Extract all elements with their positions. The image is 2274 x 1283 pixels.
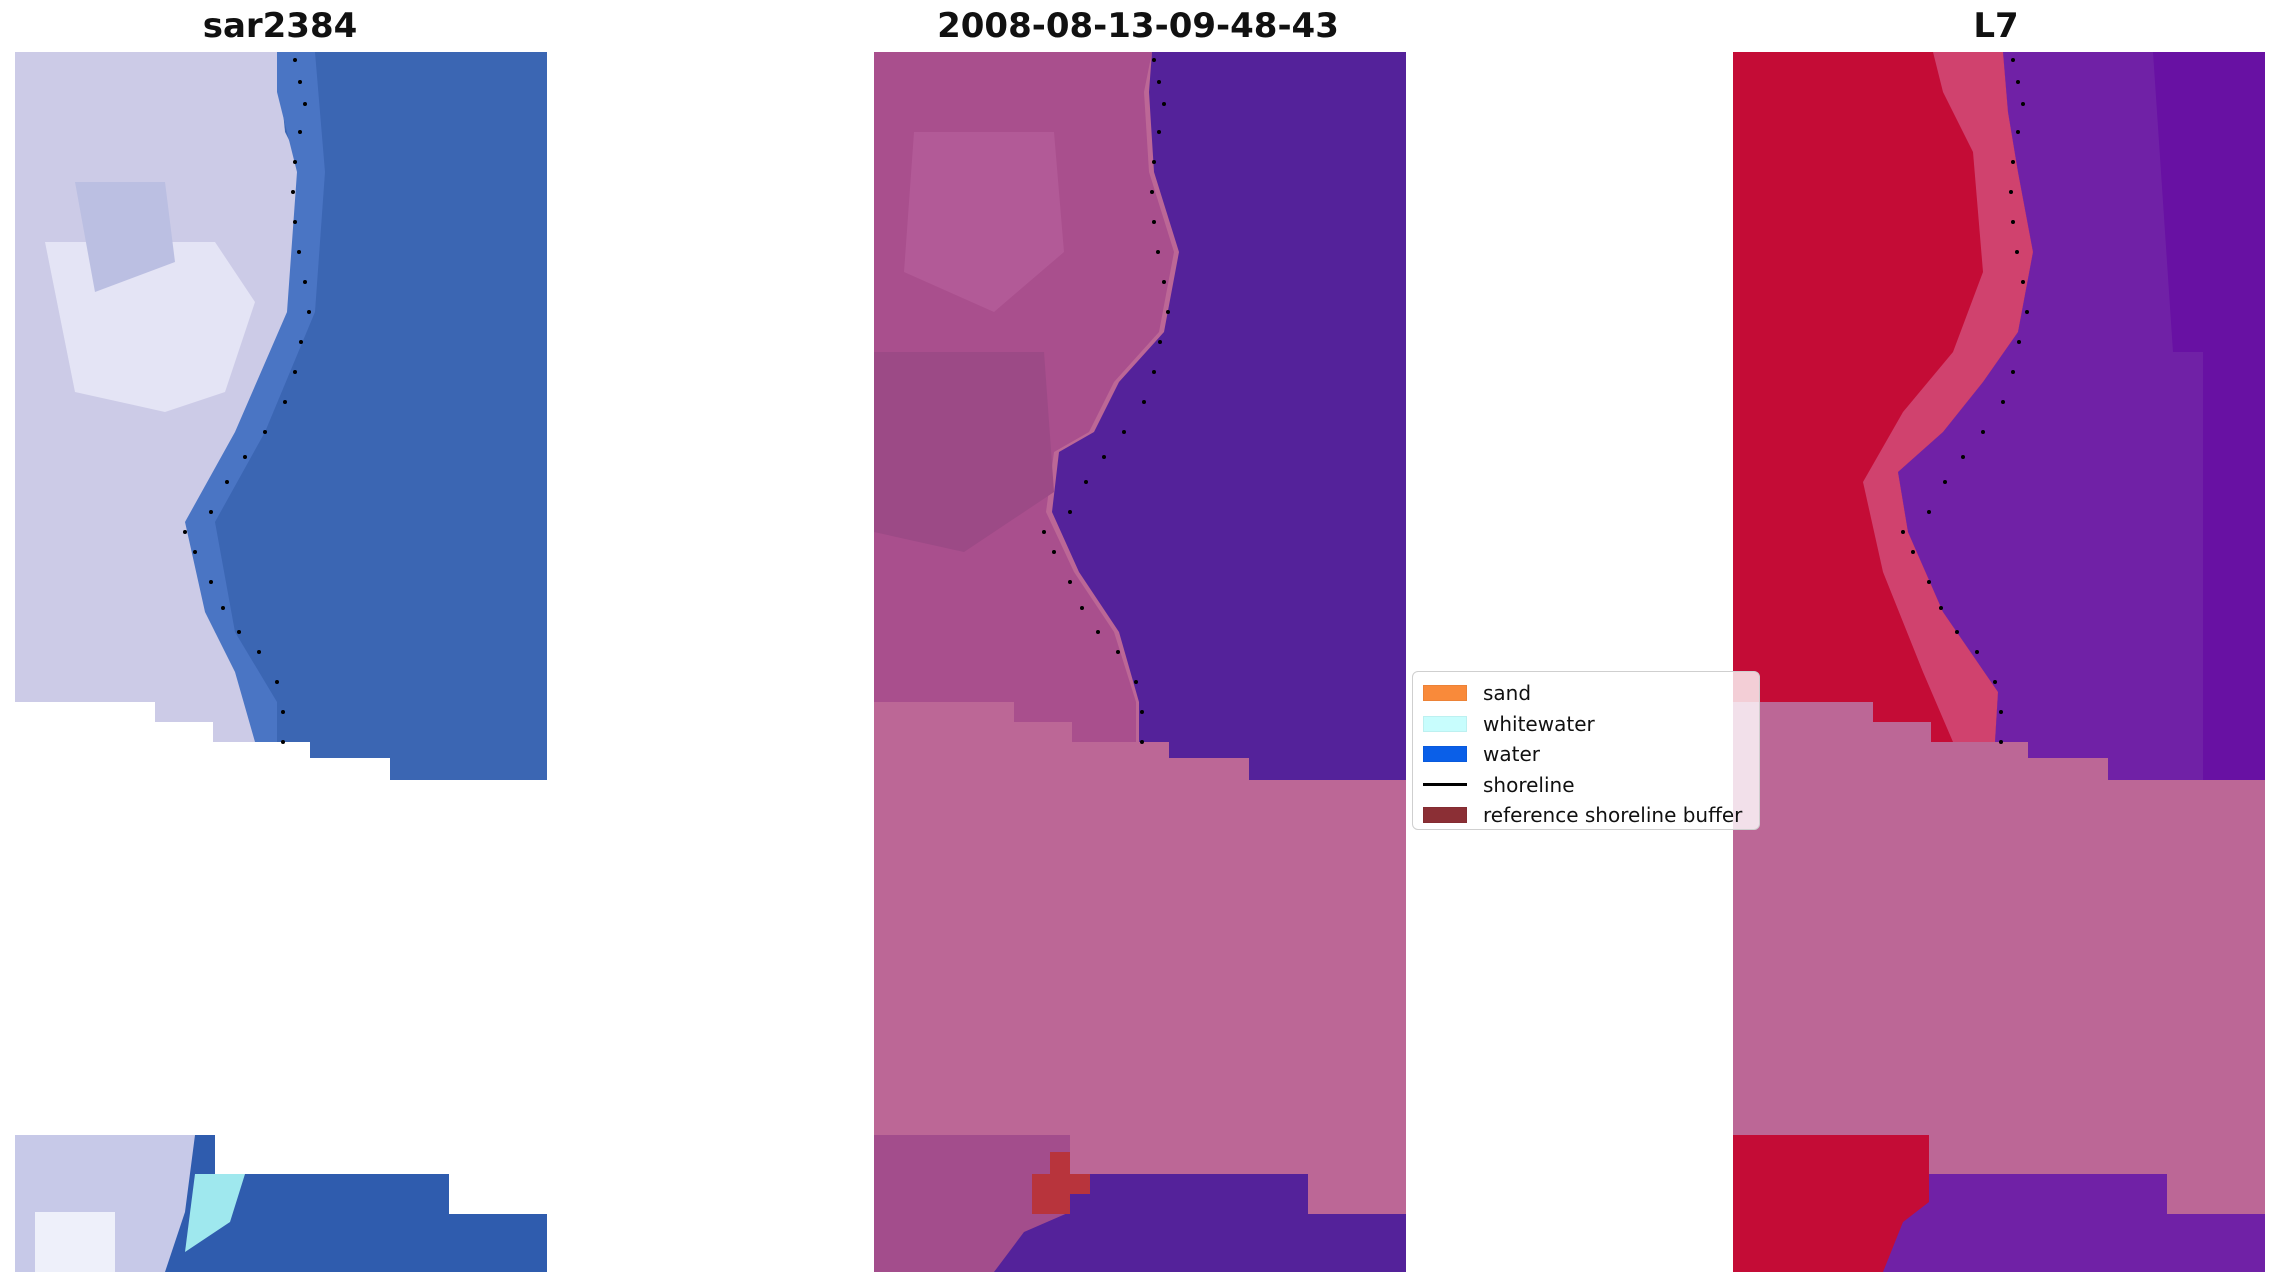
shoreline-line-swatch <box>1423 783 1467 787</box>
water-swatch <box>1423 746 1467 763</box>
deep-water-index <box>2153 52 2265 780</box>
legend-item-sand: sand <box>1423 678 1749 709</box>
title-l7: L7 <box>1973 6 2019 46</box>
sand-texture <box>904 132 1064 312</box>
legend: sand whitewater water shoreline referenc… <box>1412 671 1760 830</box>
legend-label: sand <box>1483 681 1532 706</box>
legend-item-shoreline: shoreline <box>1423 770 1749 801</box>
bottom-water <box>1883 1174 2265 1272</box>
legend-item-whitewater: whitewater <box>1423 709 1749 740</box>
sand-swatch <box>1423 685 1467 702</box>
title-sar2384: sar2384 <box>202 6 358 46</box>
legend-label: water <box>1483 742 1540 767</box>
legend-label: reference shoreline buffer <box>1483 803 1743 828</box>
land-index <box>1733 52 2033 742</box>
shoreline-dots <box>1042 58 1170 744</box>
shoreline-dots <box>1901 58 2029 744</box>
whitewater-swatch <box>1423 715 1467 732</box>
ndwi-panel <box>1733 52 2265 1272</box>
bottom-water <box>994 1174 1406 1272</box>
water-class <box>1052 52 1406 780</box>
legend-item-water: water <box>1423 739 1749 770</box>
rgb-image-panel <box>15 52 547 1272</box>
bottom-bright <box>35 1212 115 1272</box>
sand-texture-dark <box>874 352 1054 552</box>
reference-buffer <box>1032 1152 1090 1214</box>
legend-item-reference-buffer: reference shoreline buffer <box>1423 800 1749 831</box>
legend-label: shoreline <box>1483 772 1575 797</box>
buffer-swatch <box>1423 807 1467 824</box>
bottom-whitewater <box>185 1174 245 1252</box>
transition-zone <box>1863 52 2033 742</box>
legend-label: whitewater <box>1483 711 1595 736</box>
title-date: 2008-08-13-09-48-43 <box>937 6 1339 46</box>
classification-panel <box>874 52 1406 1272</box>
shoreline-dots <box>183 58 311 744</box>
bottom-water <box>165 1135 547 1272</box>
